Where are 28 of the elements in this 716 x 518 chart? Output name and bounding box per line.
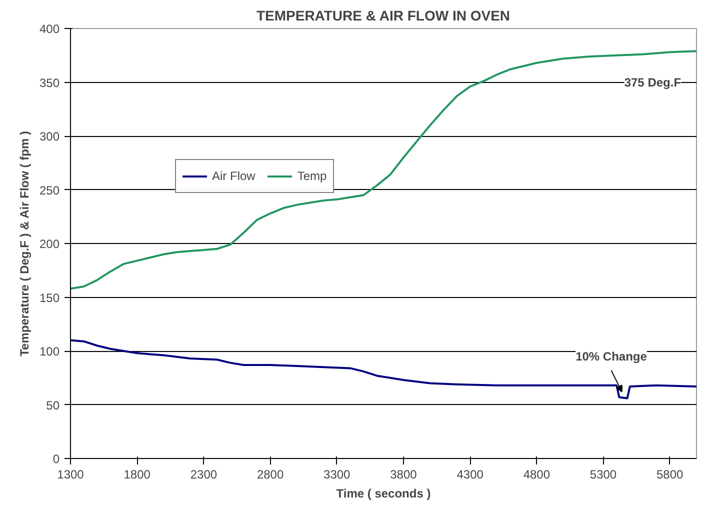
- legend-label: Air Flow: [212, 169, 256, 183]
- x-tick-label: 1300: [57, 468, 84, 482]
- y-tick-label: 200: [39, 237, 60, 251]
- x-tick-label: 4300: [456, 468, 484, 482]
- legend-label: Temp: [297, 169, 327, 183]
- y-tick-label: 400: [39, 22, 60, 36]
- annotation: 375 Deg.F: [624, 75, 682, 90]
- x-axis-title: Time ( seconds ): [336, 486, 431, 500]
- y-tick-label: 250: [39, 183, 60, 198]
- y-tick-label: 0: [52, 452, 60, 466]
- y-tick-label: 50: [46, 398, 60, 412]
- line-series: [70, 50, 696, 290]
- x-tick-label: 1800: [124, 468, 151, 482]
- x-tick-label: 5800: [656, 468, 684, 482]
- x-tick-label: 4800: [523, 468, 550, 482]
- y-tick-label: 150: [39, 290, 60, 305]
- y-tick-label: 350: [39, 76, 60, 90]
- x-tick-label: 3800: [390, 468, 418, 482]
- y-tick-label: 300: [39, 130, 60, 144]
- x-tick-label: 2800: [256, 468, 284, 482]
- y-axis-title: Temperature ( Deg.F ) & Air Flow ( fpm ): [17, 131, 32, 356]
- chart-title: TEMPERATURE & AIR FLOW IN OVEN: [256, 8, 510, 24]
- annotation: 10% Change: [576, 349, 648, 364]
- x-tick-label: 3300: [324, 468, 351, 482]
- line-series: [70, 339, 696, 400]
- x-tick-label: 5300: [590, 468, 617, 482]
- x-tick-label: 2300: [190, 468, 218, 482]
- y-tick-label: 100: [39, 344, 60, 358]
